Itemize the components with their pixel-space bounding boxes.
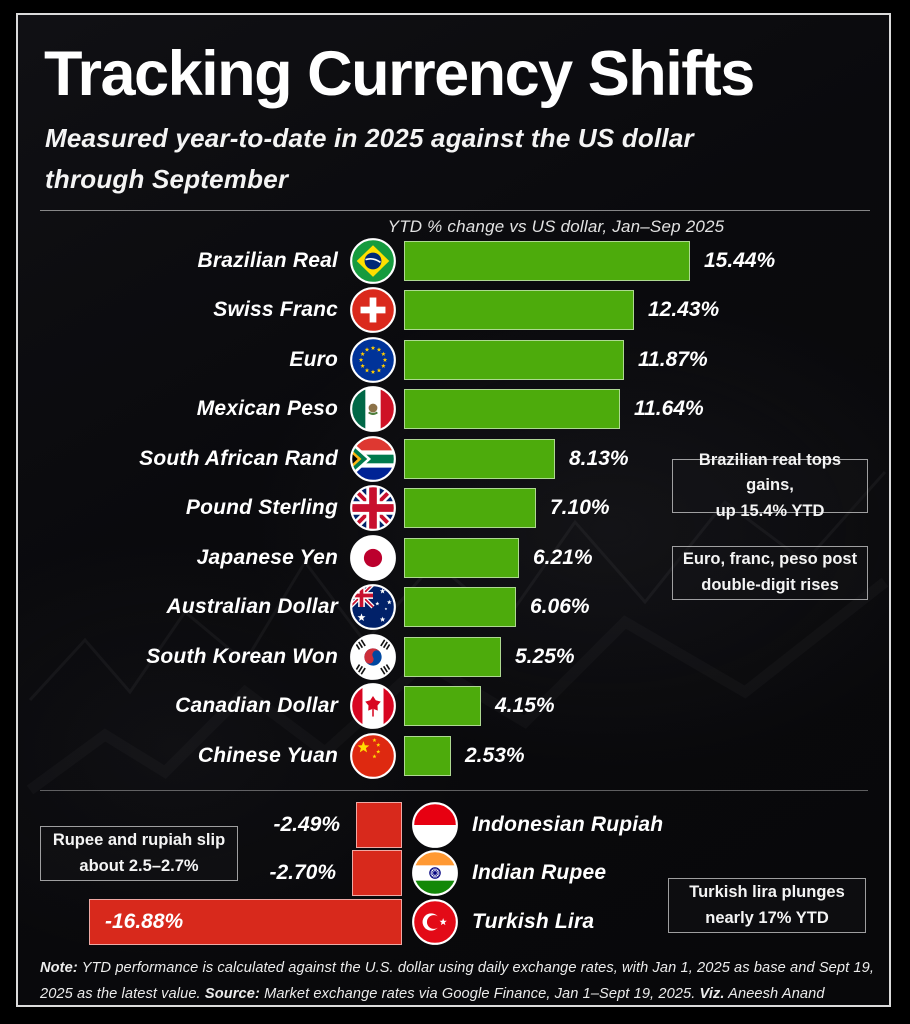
currency-label: Japanese Yen [196,545,338,569]
value-label: 6.06% [530,595,590,619]
footer-text: Aneesh Anand [724,985,825,1002]
value-label: 12.43% [648,298,720,322]
page-subtitle: Measured year-to-date in 2025 against th… [45,118,694,200]
positive-bar-chart: Brazilian Real 15.44% Swiss Franc 12.43% Eur… [40,236,880,781]
value-label: 11.87% [638,347,708,371]
callout-line: about 2.5–2.7% [79,856,199,875]
callout-double-digit-rises: Euro, franc, peso post double-digit rise… [672,546,868,600]
value-bar [404,537,519,578]
flag-brazil-icon [350,237,396,284]
page-subtitle-line1: Measured year-to-date in 2025 against th… [45,123,694,153]
currency-label: Canadian Dollar [175,694,338,718]
value-bar [404,686,481,727]
value-bar [404,488,536,529]
footer-text: YTD performance is calculated against th… [40,960,874,1002]
value-label: 4.15% [495,694,555,718]
section-divider [40,790,868,791]
value-label: 6.21% [533,545,593,569]
flag-australia-icon [350,584,396,631]
value-bar [404,735,451,776]
footer-label: Source: [204,985,260,1002]
flag-canada-icon [350,683,396,730]
flag-japan-icon [350,534,396,581]
flag-south-africa-icon [350,435,396,482]
value-label: 8.13% [569,446,629,470]
flag-eu-icon [350,336,396,383]
callout-line: Turkish lira plunges [689,882,845,901]
value-label: 11.64% [634,397,704,421]
currency-row: Swiss Franc 12.43% [40,286,880,336]
callout-line: Rupee and rupiah slip [52,830,226,849]
flag-uk-icon [350,485,396,532]
value-bar [404,290,634,331]
value-bar [404,389,620,430]
currency-label: Euro [289,347,338,371]
page-title: Tracking Currency Shifts [44,39,755,109]
currency-label: Pound Sterling [185,496,338,520]
callout-line: up 15.4% YTD [715,501,825,520]
flag-south-korea-icon [350,633,396,680]
currency-label: Australian Dollar [166,595,338,619]
value-label: 7.10% [550,496,610,520]
callout-line: double-digit rises [701,576,839,594]
currency-label: Brazilian Real [197,248,338,272]
page-subtitle-line2: through September [45,164,289,194]
flag-china-icon [350,732,396,779]
footer-text: Market exchange rates via Google Finance… [259,985,700,1002]
callout-rupee-rupiah-slip: Rupee and rupiah slip about 2.5–2.7% [40,826,238,881]
value-bar [404,636,501,677]
currency-label: Chinese Yuan [197,743,338,767]
chart-title: YTD % change vs US dollar, Jan–Sep 2025 [387,217,725,236]
currency-label: South Korean Won [146,644,338,668]
footer-note: Note: YTD performance is calculated agai… [40,956,876,1008]
currency-label: Mexican Peso [196,397,338,421]
currency-row: Japanese Yen 6.21% [40,533,880,583]
callout-line: Euro, franc, peso post [682,550,858,569]
top-divider [40,210,870,211]
value-bar [404,438,555,479]
currency-row: Canadian Dollar 4.15% [40,682,880,732]
footer-label: Viz. [699,985,725,1002]
currency-row: Euro 11.87% [40,335,880,385]
value-bar [404,339,624,380]
currency-row: Brazilian Real 15.44% [40,236,880,286]
value-label: 15.44% [704,248,776,272]
currency-label: Swiss Franc [213,298,338,322]
currency-row: Pound Sterling 7.10% [40,484,880,534]
currency-label: South African Rand [139,446,338,470]
footer-label: Note: [40,960,78,976]
value-bar [404,587,516,628]
currency-row: Mexican Peso 11.64% [40,385,880,435]
value-label: 2.53% [465,743,525,767]
value-label: 5.25% [515,644,575,668]
flag-switzerland-icon [350,287,396,334]
callout-line: Brazilian real tops gains, [698,450,842,495]
currency-row: Chinese Yuan 2.53% [40,731,880,781]
callout-lira-plunges: Turkish lira plunges nearly 17% YTD [668,878,866,933]
callout-line: nearly 17% YTD [705,908,829,927]
currency-row: South Korean Won 5.25% [40,632,880,682]
currency-row: Australian Dollar 6.06% [40,583,880,633]
currency-row: South African Rand 8.13% [40,434,880,484]
flag-mexico-icon [350,386,396,433]
value-bar [404,240,690,281]
callout-brazil-tops-gains: Brazilian real tops gains, up 15.4% YTD [672,451,868,520]
